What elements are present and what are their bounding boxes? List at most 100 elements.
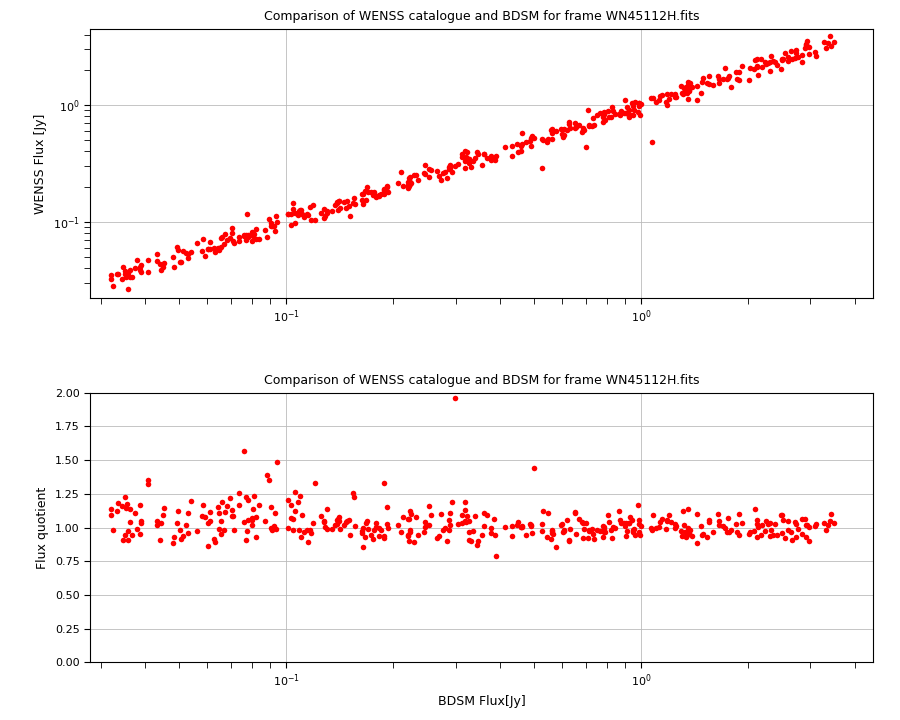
Point [184, 246, 198, 258]
Point [608, 108, 622, 120]
Point [438, 523, 453, 534]
Point [585, 120, 599, 132]
Point [284, 499, 298, 510]
Point [288, 486, 302, 498]
Point [597, 521, 611, 533]
Title: Comparison of WENSS catalogue and BDSM for frame WN45112H.fits: Comparison of WENSS catalogue and BDSM f… [264, 11, 699, 24]
Point [514, 140, 528, 151]
Point [207, 242, 221, 253]
Point [297, 526, 311, 537]
Point [681, 79, 696, 91]
Point [788, 53, 802, 64]
Point [755, 60, 770, 72]
Point [784, 45, 798, 56]
Point [518, 529, 533, 541]
Point [504, 520, 518, 531]
Point [212, 523, 226, 535]
Point [801, 521, 815, 533]
Point [443, 163, 457, 174]
Point [662, 93, 676, 104]
Point [798, 42, 813, 53]
Point [181, 248, 195, 260]
Point [562, 119, 576, 130]
Point [430, 166, 445, 177]
Point [207, 533, 221, 544]
Point [568, 528, 582, 540]
Point [560, 515, 574, 526]
Point [585, 528, 599, 540]
Point [798, 520, 813, 531]
Point [224, 510, 238, 521]
Point [407, 536, 421, 548]
Point [227, 524, 241, 536]
Point [264, 217, 278, 229]
Point [462, 158, 476, 169]
Point [121, 267, 135, 279]
Point [801, 48, 815, 59]
Point [442, 161, 456, 173]
Point [498, 522, 512, 534]
Point [627, 104, 642, 116]
Point [457, 497, 472, 508]
Point [750, 53, 764, 65]
Point [417, 167, 431, 179]
Point [515, 127, 529, 139]
Point [158, 257, 172, 269]
Point [355, 526, 369, 537]
Point [598, 114, 612, 125]
Point [231, 499, 246, 510]
Point [238, 535, 253, 546]
Point [470, 146, 484, 158]
Point [660, 514, 674, 526]
Point [712, 516, 726, 527]
Point [824, 508, 838, 520]
Point [768, 57, 782, 68]
Point [623, 511, 637, 523]
Point [267, 508, 282, 519]
Point [717, 62, 732, 73]
Point [563, 122, 578, 134]
Point [329, 514, 344, 526]
Point [184, 495, 198, 507]
Point [305, 199, 320, 211]
Point [400, 513, 415, 525]
Point [401, 179, 416, 191]
Point [346, 192, 361, 204]
Point [680, 76, 695, 87]
Point [544, 124, 559, 135]
Point [780, 52, 795, 63]
Point [458, 155, 473, 166]
Point [823, 30, 837, 42]
Point [125, 271, 140, 283]
Point [784, 526, 798, 538]
Point [799, 40, 814, 51]
Point [710, 70, 724, 81]
Point [194, 510, 209, 521]
Point [576, 533, 590, 544]
Point [356, 541, 370, 552]
Point [795, 56, 809, 68]
Point [226, 235, 240, 246]
Point [689, 94, 704, 105]
Point [317, 204, 331, 215]
Point [430, 532, 445, 544]
Point [368, 190, 382, 202]
Point [802, 535, 816, 546]
Point [632, 100, 646, 112]
Point [132, 261, 147, 273]
Point [680, 529, 695, 541]
Point [141, 254, 156, 266]
Point [606, 105, 620, 117]
Point [424, 509, 438, 521]
Point [676, 505, 690, 517]
Point [526, 132, 541, 144]
Point [572, 513, 586, 525]
Point [678, 84, 692, 96]
Point [682, 77, 697, 89]
Point [170, 517, 184, 528]
Point [759, 58, 773, 70]
Point [699, 77, 714, 89]
Point [401, 535, 416, 546]
Point [355, 527, 369, 539]
Point [455, 517, 470, 528]
